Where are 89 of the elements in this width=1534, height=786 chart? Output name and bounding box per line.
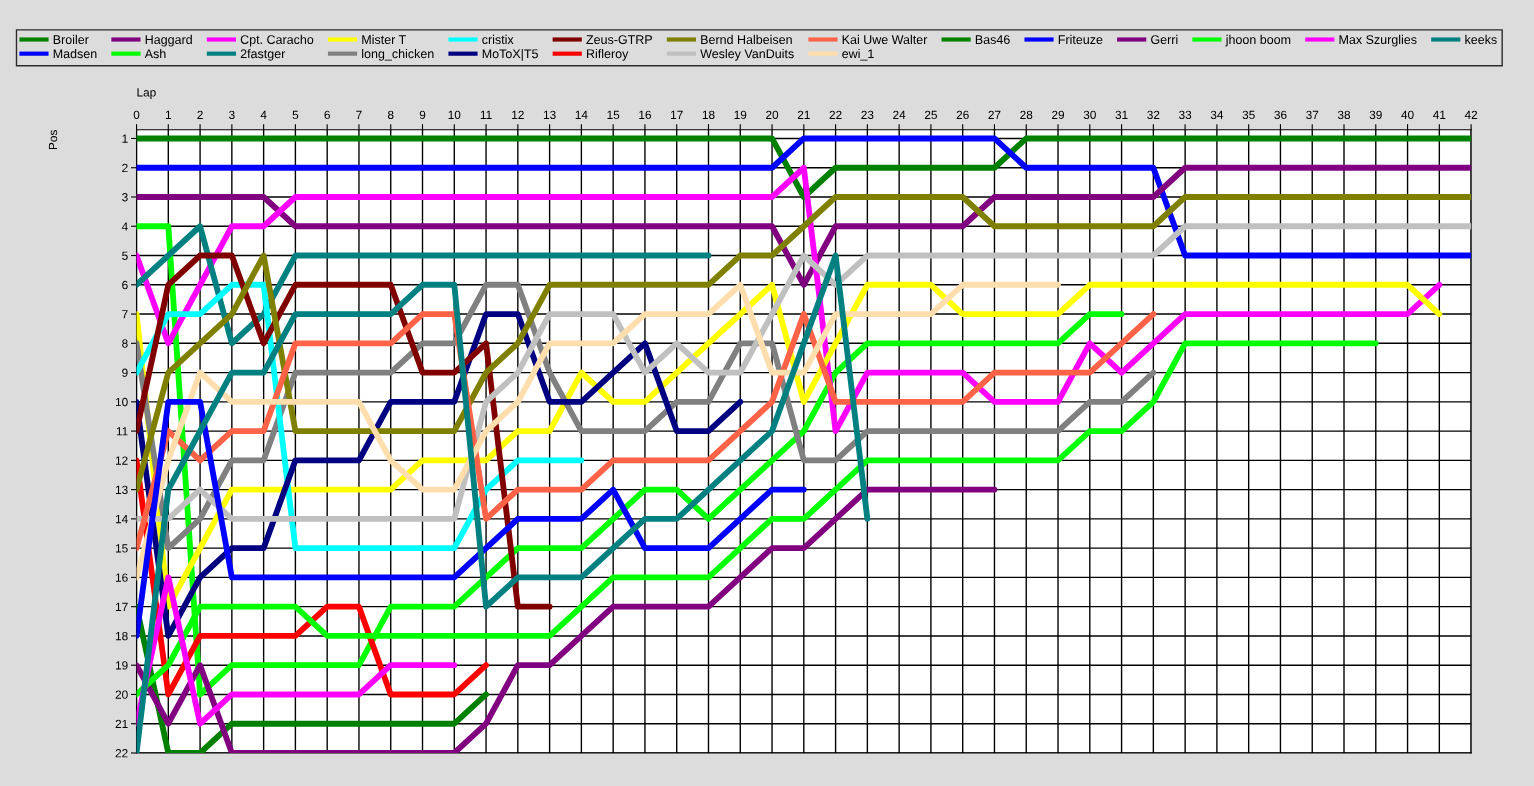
- y-tick-label: 12: [115, 456, 128, 465]
- legend-label: Bernd Halbeisen: [701, 34, 792, 45]
- x-tick-label: 4: [260, 110, 267, 119]
- x-tick-label: 14: [575, 110, 588, 119]
- x-tick-label: 5: [292, 110, 299, 120]
- legend-label: keeks: [1465, 34, 1497, 45]
- x-tick-label: 19: [734, 110, 747, 120]
- legend-label: MoToX|T5: [482, 48, 538, 61]
- x-tick-label: 28: [1020, 110, 1033, 120]
- x-tick-label: 24: [893, 110, 906, 119]
- y-tick-label: 11: [116, 427, 128, 436]
- x-tick-label: 6: [324, 110, 330, 120]
- x-tick-label: 27: [988, 110, 1001, 119]
- legend-label: Haggard: [145, 34, 192, 47]
- x-tick-label: 36: [1274, 110, 1287, 120]
- x-tick-label: 21: [797, 110, 810, 119]
- y-tick-label: 21: [115, 719, 128, 728]
- legend-label: Cpt. Caracho: [240, 34, 314, 47]
- legend-label: Zeus-GTRP: [586, 35, 652, 45]
- x-tick-label: 12: [512, 110, 524, 119]
- legend-label: long_chicken: [362, 48, 434, 61]
- x-tick-label: 39: [1369, 110, 1382, 120]
- legend-label: cristix: [482, 34, 514, 45]
- x-tick-label: 31: [1115, 110, 1128, 120]
- x-axis-title: Lap: [137, 88, 156, 99]
- legend-label: Bas46: [975, 35, 1010, 45]
- y-tick-label: 19: [115, 661, 128, 670]
- x-tick-label: 32: [1147, 110, 1160, 120]
- legend-label: ewi_1: [842, 48, 874, 61]
- legend-label: Max Szurglies: [1339, 34, 1417, 47]
- x-tick-label: 15: [607, 110, 620, 120]
- x-tick-label: 23: [861, 110, 874, 120]
- x-tick-label: 11: [480, 110, 492, 119]
- legend-label: Ash: [144, 48, 166, 59]
- y-tick-label: 5: [122, 251, 128, 260]
- y-tick-label: 8: [122, 339, 128, 348]
- y-tick-label: 3: [122, 193, 128, 202]
- y-tick-label: 16: [115, 573, 128, 582]
- x-tick-label: 26: [956, 110, 969, 120]
- y-tick-label: 17: [115, 602, 128, 611]
- x-tick-label: 17: [671, 110, 683, 119]
- y-tick-label: 14: [115, 515, 128, 524]
- y-tick-label: 13: [115, 485, 128, 495]
- legend-label: 2fastger: [240, 49, 286, 61]
- x-tick-label: 3: [229, 110, 235, 120]
- legend-label: Mister T: [362, 34, 406, 45]
- x-tick-label: 42: [1464, 110, 1478, 119]
- x-tick-label: 34: [1210, 110, 1224, 120]
- legend-label: Gerri: [1151, 34, 1178, 45]
- x-tick-label: 0: [133, 110, 140, 120]
- x-tick-label: 22: [829, 110, 842, 119]
- x-tick-label: 8: [387, 110, 394, 120]
- y-tick-label: 6: [122, 280, 128, 290]
- x-tick-label: 9: [419, 110, 426, 120]
- x-tick-label: 33: [1179, 110, 1192, 120]
- legend-label: Madsen: [53, 48, 97, 59]
- x-tick-label: 2: [197, 110, 203, 119]
- y-tick-label: 1: [122, 134, 128, 143]
- x-tick-label: 41: [1433, 110, 1446, 119]
- legend-label: Kai Uwe Walter: [842, 34, 928, 45]
- x-tick-label: 25: [924, 110, 937, 120]
- legend-label: Friteuze: [1058, 34, 1103, 45]
- y-tick-label: 9: [122, 368, 128, 377]
- x-tick-label: 30: [1083, 110, 1096, 120]
- legend-label: Broiler: [53, 34, 89, 45]
- y-axis-title: Pos: [48, 130, 58, 150]
- y-tick-label: 2: [122, 163, 128, 173]
- x-tick-label: 10: [448, 110, 461, 120]
- x-tick-label: 29: [1052, 110, 1065, 120]
- x-tick-label: 37: [1306, 110, 1319, 120]
- x-tick-label: 1: [165, 110, 172, 119]
- x-tick-label: 38: [1337, 110, 1351, 120]
- x-tick-label: 18: [702, 110, 715, 120]
- y-tick-label: 22: [115, 749, 128, 758]
- y-tick-label: 20: [115, 690, 128, 699]
- legend-label: Wesley VanDuits: [700, 48, 794, 61]
- x-tick-label: 40: [1401, 110, 1414, 120]
- legend-label: Rifleroy: [587, 48, 629, 61]
- y-tick-label: 4: [121, 222, 128, 231]
- legend-label: jhoon boom: [1225, 34, 1291, 47]
- x-tick-label: 35: [1242, 110, 1255, 120]
- x-tick-label: 13: [543, 110, 556, 120]
- y-tick-label: 18: [115, 631, 128, 641]
- x-tick-label: 20: [766, 110, 779, 120]
- x-tick-label: 16: [639, 110, 651, 120]
- y-tick-label: 15: [115, 544, 128, 553]
- x-tick-label: 7: [356, 110, 362, 119]
- y-tick-label: 7: [122, 310, 128, 319]
- y-tick-label: 10: [115, 397, 128, 407]
